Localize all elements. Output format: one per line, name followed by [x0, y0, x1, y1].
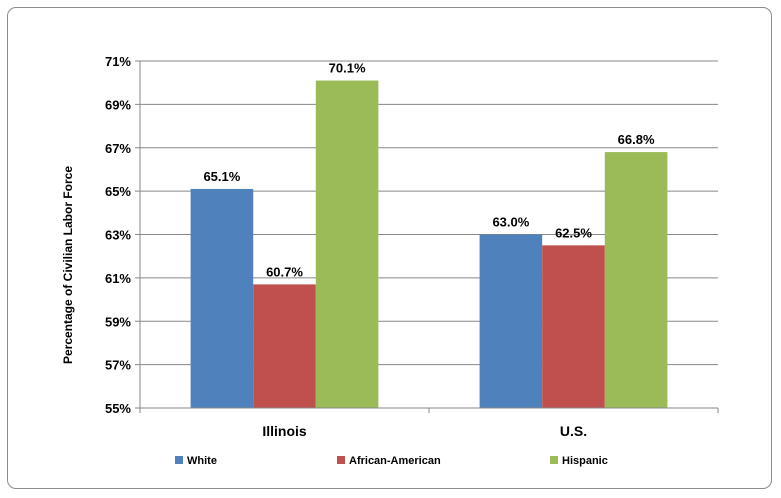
legend: White African-American Hispanic [175, 455, 608, 467]
y-tick-label: 63% [105, 228, 131, 243]
y-tick-labels: 55% 57% 59% 61% 63% 65% 67% 69% 71% [105, 54, 131, 416]
y-tick-label: 71% [105, 54, 131, 69]
category-label: Illinois [262, 423, 307, 439]
legend-swatch [550, 456, 558, 464]
data-label: 62.5% [555, 225, 592, 240]
bars [190, 80, 668, 409]
bar-african-american-illinois [253, 284, 316, 408]
bar-white-illinois [190, 188, 254, 408]
data-label: 65.1% [203, 169, 240, 184]
data-label: 70.1% [329, 61, 366, 76]
bar-african-american-u-s- [542, 245, 605, 408]
legend-label: African-American [349, 455, 441, 467]
legend-swatch [175, 456, 183, 464]
data-labels: 65.1% 60.7% 70.1% 63.0% 62.5% 66.8% [203, 61, 654, 280]
y-axis-label: Percentage of Civilian Labor Force [61, 166, 75, 364]
bar-white-u-s- [479, 234, 543, 408]
axes [135, 60, 719, 413]
y-tick-label: 61% [105, 271, 131, 286]
y-tick-label: 69% [105, 97, 131, 112]
legend-swatch [337, 456, 345, 464]
y-tick-label: 57% [105, 358, 131, 373]
data-label: 63.0% [492, 215, 529, 230]
bar-hispanic-illinois [315, 80, 379, 409]
category-labels: Illinois U.S. [262, 423, 587, 439]
legend-label: Hispanic [562, 455, 608, 467]
bar-hispanic-u-s- [604, 152, 668, 408]
category-label: U.S. [560, 423, 587, 439]
y-tick-label: 55% [105, 401, 131, 416]
y-tick-label: 59% [105, 314, 131, 329]
y-tick-label: 65% [105, 184, 131, 199]
legend-label: White [187, 455, 217, 467]
y-tick-label: 67% [105, 141, 131, 156]
data-label: 60.7% [266, 264, 303, 279]
data-label: 66.8% [618, 132, 655, 147]
